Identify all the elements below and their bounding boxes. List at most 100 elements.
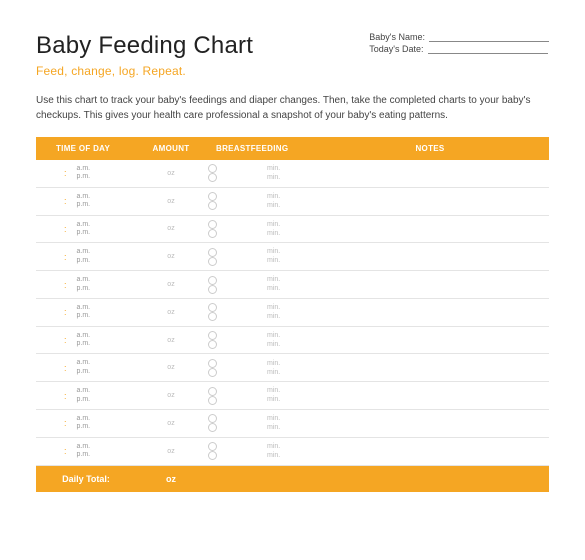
col-notes: NOTES bbox=[311, 137, 549, 160]
notes-cell bbox=[311, 354, 549, 382]
time-colon: : bbox=[64, 363, 67, 373]
time-cell: :a.m.p.m. bbox=[36, 382, 136, 410]
am-label: a.m. bbox=[77, 387, 91, 395]
min-label: min. bbox=[267, 230, 280, 238]
ampm: a.m.p.m. bbox=[77, 387, 91, 404]
time-colon: : bbox=[64, 224, 67, 234]
time-cell: :a.m.p.m. bbox=[36, 354, 136, 382]
min-label: min. bbox=[267, 332, 280, 340]
circle-icon bbox=[208, 220, 217, 229]
min-label: min. bbox=[267, 248, 280, 256]
circle-icon bbox=[208, 359, 217, 368]
table-row: :a.m.p.m.ozmin.min. bbox=[36, 354, 549, 382]
min-label: min. bbox=[267, 174, 280, 182]
notes-cell bbox=[311, 187, 549, 215]
pm-label: p.m. bbox=[77, 229, 91, 237]
time-cell: : a.m.p.m. bbox=[36, 326, 136, 354]
time-cell: : a.m.p.m. bbox=[36, 298, 136, 326]
feeding-table: TIME OF DAY AMOUNT BREASTFEEDING NOTES :… bbox=[36, 137, 549, 492]
page-title: Baby Feeding Chart bbox=[36, 32, 253, 60]
daily-total-unit: oz bbox=[136, 465, 206, 492]
table-row: :a.m.p.m.ozmin.min. bbox=[36, 160, 549, 187]
time-cell: :a.m.p.m. bbox=[36, 160, 136, 187]
todays-date-line bbox=[428, 53, 548, 54]
ampm: a.m.p.m. bbox=[77, 276, 91, 293]
circle-icon bbox=[208, 414, 217, 423]
circle-icon bbox=[208, 442, 217, 451]
table-row: :a.m.p.m.ozmin.min. bbox=[36, 437, 549, 465]
min-label: min. bbox=[267, 360, 280, 368]
breastfeeding-cell: min.min. bbox=[206, 382, 311, 410]
circle-icon bbox=[208, 312, 217, 321]
amount-cell: oz bbox=[136, 326, 206, 354]
col-amount: AMOUNT bbox=[136, 137, 206, 160]
circle-icon bbox=[208, 285, 217, 294]
table-row: :a.m.p.m.ozmin.min. bbox=[36, 382, 549, 410]
meta-block: Baby's Name: Today's Date: bbox=[369, 32, 549, 56]
circle-icon bbox=[208, 303, 217, 312]
time-cell: : a.m.p.m. bbox=[36, 215, 136, 243]
pm-label: p.m. bbox=[77, 257, 91, 265]
pm-label: p.m. bbox=[77, 396, 91, 404]
notes-cell bbox=[311, 298, 549, 326]
amount-cell: oz bbox=[136, 410, 206, 438]
table-row: :a.m.p.m.ozmin.min. bbox=[36, 187, 549, 215]
ampm: a.m.p.m. bbox=[77, 332, 91, 349]
pm-label: p.m. bbox=[77, 201, 91, 209]
ampm: a.m.p.m. bbox=[77, 304, 91, 321]
am-label: a.m. bbox=[77, 276, 91, 284]
notes-cell bbox=[311, 382, 549, 410]
time-cell: : a.m.p.m. bbox=[36, 271, 136, 299]
time-colon: : bbox=[64, 418, 67, 428]
time-colon: : bbox=[64, 307, 67, 317]
circle-icon bbox=[208, 201, 217, 210]
min-label: min. bbox=[267, 452, 280, 460]
time-colon: : bbox=[64, 335, 67, 345]
time-colon: : bbox=[64, 196, 67, 206]
min-label: min. bbox=[267, 193, 280, 201]
notes-cell bbox=[311, 437, 549, 465]
min-label: min. bbox=[267, 443, 280, 451]
ampm: a.m.p.m. bbox=[77, 165, 91, 182]
am-label: a.m. bbox=[77, 304, 91, 312]
col-breastfeeding: BREASTFEEDING bbox=[206, 137, 311, 160]
time-colon: : bbox=[64, 280, 67, 290]
breastfeeding-cell: min.min. bbox=[206, 437, 311, 465]
pm-label: p.m. bbox=[77, 423, 91, 431]
breastfeeding-cell: min.min. bbox=[206, 160, 311, 187]
time-cell: :a.m.p.m. bbox=[36, 437, 136, 465]
min-label: min. bbox=[267, 415, 280, 423]
breastfeeding-cell: min.min. bbox=[206, 243, 311, 271]
min-label: min. bbox=[267, 313, 280, 321]
pm-label: p.m. bbox=[77, 368, 91, 376]
circle-icon bbox=[208, 368, 217, 377]
circle-icon bbox=[208, 331, 217, 340]
am-label: a.m. bbox=[77, 193, 91, 201]
am-label: a.m. bbox=[77, 443, 91, 451]
min-label: min. bbox=[267, 285, 280, 293]
circle-icon bbox=[208, 192, 217, 201]
pm-label: p.m. bbox=[77, 285, 91, 293]
table-row: :a.m.p.m.ozmin.min. bbox=[36, 271, 549, 299]
table-row: :a.m.p.m.ozmin.min. bbox=[36, 326, 549, 354]
min-label: min. bbox=[267, 424, 280, 432]
min-label: min. bbox=[267, 304, 280, 312]
amount-cell: oz bbox=[136, 243, 206, 271]
amount-cell: oz bbox=[136, 382, 206, 410]
notes-cell bbox=[311, 243, 549, 271]
circle-icon bbox=[208, 229, 217, 238]
pm-label: p.m. bbox=[77, 312, 91, 320]
daily-total-row: Daily Total: oz bbox=[36, 465, 549, 492]
time-cell: :a.m.p.m. bbox=[36, 243, 136, 271]
breastfeeding-cell: min.min. bbox=[206, 215, 311, 243]
notes-cell bbox=[311, 326, 549, 354]
table-header-row: TIME OF DAY AMOUNT BREASTFEEDING NOTES bbox=[36, 137, 549, 160]
notes-cell bbox=[311, 271, 549, 299]
pm-label: p.m. bbox=[77, 340, 91, 348]
min-label: min. bbox=[267, 396, 280, 404]
table-row: :a.m.p.m.ozmin.min. bbox=[36, 243, 549, 271]
am-label: a.m. bbox=[77, 165, 91, 173]
circle-icon bbox=[208, 423, 217, 432]
col-time: TIME OF DAY bbox=[36, 137, 136, 160]
am-label: a.m. bbox=[77, 221, 91, 229]
